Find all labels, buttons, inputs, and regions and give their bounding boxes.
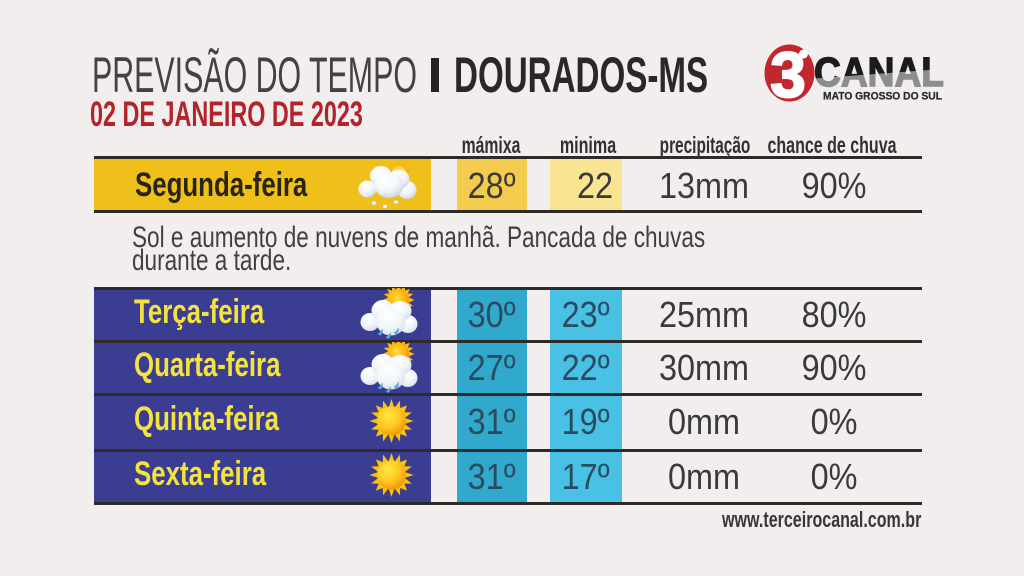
svg-text:CANAL: CANAL <box>814 49 944 95</box>
svg-text:MATO GROSSO DO SUL: MATO GROSSO DO SUL <box>823 91 942 103</box>
svg-text:3: 3 <box>770 39 806 110</box>
